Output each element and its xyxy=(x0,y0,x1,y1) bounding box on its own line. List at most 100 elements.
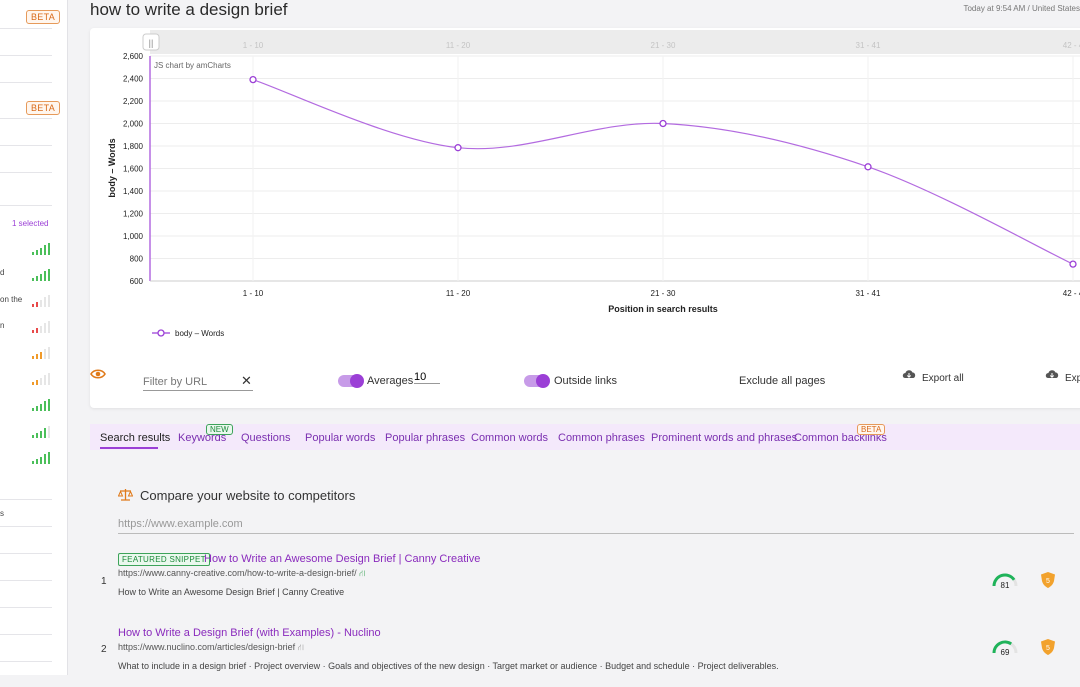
tab-common-phrases[interactable]: Common phrases xyxy=(558,432,645,444)
divider xyxy=(0,499,52,500)
export-all-button[interactable]: Export all xyxy=(922,373,964,384)
averages-count-input[interactable] xyxy=(414,371,440,384)
data-point[interactable] xyxy=(1069,260,1077,268)
x-tick-label: 42 - 4 xyxy=(1063,289,1080,298)
divider xyxy=(0,526,52,527)
data-point[interactable] xyxy=(864,163,872,171)
legend-marker xyxy=(157,329,165,337)
divider xyxy=(0,172,52,173)
divider xyxy=(0,145,52,146)
eye-icon[interactable] xyxy=(90,368,106,380)
data-point[interactable] xyxy=(659,119,667,128)
sidebar-snippet: s xyxy=(0,509,4,518)
x-tick-label: 31 - 41 xyxy=(856,289,881,298)
y-tick-label: 2,000 xyxy=(123,120,144,129)
signal-strength-icon xyxy=(32,295,50,307)
shield-icon: 5 xyxy=(1041,572,1055,588)
export-button[interactable]: Exp xyxy=(1065,373,1080,384)
competitor-url-input[interactable] xyxy=(118,515,1074,534)
selected-count[interactable]: 1 selected xyxy=(12,219,49,228)
signal-strength-icon xyxy=(32,243,50,255)
score-value: 81 xyxy=(1001,581,1010,590)
left-sidebar: BETA BETA 1 selected d on the n s xyxy=(0,0,68,675)
tab-questions[interactable]: Questions xyxy=(241,432,291,444)
scrollbar-label: 21 - 30 xyxy=(651,41,676,50)
divider xyxy=(0,607,52,608)
scrollbar-grip[interactable] xyxy=(142,33,160,51)
cloud-download-icon[interactable] xyxy=(901,368,917,380)
result-url-text: https://www.nuclino.com/articles/design-… xyxy=(118,642,296,652)
score-value: 69 xyxy=(1001,648,1010,657)
result-rank: 2 xyxy=(101,644,107,655)
shield-icon: 5 xyxy=(1041,639,1055,655)
divider xyxy=(0,55,52,56)
page-title: how to write a design brief xyxy=(90,0,288,19)
y-tick-label: 1,000 xyxy=(123,232,144,241)
search-result: 2 How to Write a Design Brief (with Exam… xyxy=(68,627,1080,687)
signal-strength-icon xyxy=(32,347,50,359)
y-tick-label: 1,200 xyxy=(123,210,144,219)
scrollbar-label: 31 - 41 xyxy=(856,41,881,50)
compare-title: Compare your website to competitors xyxy=(140,488,356,503)
grip-icon: || xyxy=(149,38,154,48)
divider xyxy=(0,580,52,581)
scales-icon xyxy=(118,489,133,501)
y-tick-label: 800 xyxy=(130,255,144,264)
divider xyxy=(0,553,52,554)
outside-links-label: Outside links xyxy=(554,375,617,387)
outside-links-toggle[interactable] xyxy=(524,374,550,388)
y-axis-label: body – Words xyxy=(107,138,117,197)
sidebar-snippet: d xyxy=(0,268,5,277)
sidebar-snippet: on the xyxy=(0,295,23,304)
chart-controls: ✕ Averages Outside links Exclude all pag… xyxy=(90,368,1080,398)
featured-snippet-badge: FEATURED SNIPPET xyxy=(118,553,210,566)
result-url-text: https://www.canny-creative.com/how-to-wr… xyxy=(118,568,357,578)
tab-keywords[interactable]: Keywords xyxy=(178,432,227,444)
data-point[interactable] xyxy=(249,75,257,84)
result-title-link[interactable]: How to Write an Awesome Design Brief | C… xyxy=(204,553,481,565)
cloud-download-icon[interactable] xyxy=(1044,368,1060,380)
exclude-all-pages-button[interactable]: Exclude all pages xyxy=(739,375,826,387)
y-tick-label: 600 xyxy=(130,277,144,286)
sitemap-icon[interactable]: ⛙ xyxy=(297,642,304,652)
scrollbar-label: 1 - 10 xyxy=(243,41,264,50)
x-axis-label: Position in search results xyxy=(608,304,718,314)
scrollbar-label: 42 - 4 xyxy=(1063,41,1080,50)
averages-toggle[interactable] xyxy=(338,374,364,388)
tab-popular-words[interactable]: Popular words xyxy=(305,432,376,444)
legend[interactable]: body – Words xyxy=(152,329,224,338)
filter-by-url-input[interactable] xyxy=(143,374,253,391)
tab-prominent-words[interactable]: Prominent words and phrases xyxy=(651,432,798,444)
signal-strength-icon xyxy=(32,269,50,281)
y-tick-label: 2,200 xyxy=(123,97,144,106)
result-url: https://www.nuclino.com/articles/design-… xyxy=(118,642,304,654)
result-title-link[interactable]: How to Write a Design Brief (with Exampl… xyxy=(118,627,381,639)
signal-strength-icon xyxy=(32,452,50,464)
tab-popular-phrases[interactable]: Popular phrases xyxy=(385,432,466,444)
signal-strength-icon xyxy=(32,399,50,411)
divider xyxy=(0,28,52,29)
data-point[interactable] xyxy=(454,144,462,152)
scrollbar-label: 11 - 20 xyxy=(446,41,471,50)
authority-value: 5 xyxy=(1046,645,1050,652)
y-tick-label: 2,400 xyxy=(123,75,144,84)
scrollbar-track[interactable] xyxy=(150,30,1080,54)
tab-search-results[interactable]: Search results xyxy=(100,432,171,444)
active-tab-indicator xyxy=(100,447,158,449)
search-result: 1 FEATURED SNIPPET How to Write an Aweso… xyxy=(68,553,1080,613)
sidebar-snippet: n xyxy=(0,321,5,330)
averages-label: Averages xyxy=(367,375,414,387)
tab-common-backlinks[interactable]: Common backlinks xyxy=(794,432,887,444)
divider xyxy=(0,82,52,83)
signal-strength-icon xyxy=(32,321,50,333)
authority-value: 5 xyxy=(1046,578,1050,585)
sitemap-icon[interactable]: ⛙ xyxy=(359,568,366,578)
signal-strength-icon xyxy=(32,373,50,385)
line-chart: 1 - 10 11 - 20 21 - 30 31 - 41 42 - 4 || 600… xyxy=(107,30,1080,338)
clear-filter-icon[interactable]: ✕ xyxy=(241,373,252,388)
result-rank: 1 xyxy=(101,576,107,587)
results-tabs: Search results Keywords NEW Questions Po… xyxy=(90,424,1080,450)
tab-common-words[interactable]: Common words xyxy=(471,432,549,444)
x-tick-label: 11 - 20 xyxy=(446,289,471,298)
divider xyxy=(0,205,52,206)
